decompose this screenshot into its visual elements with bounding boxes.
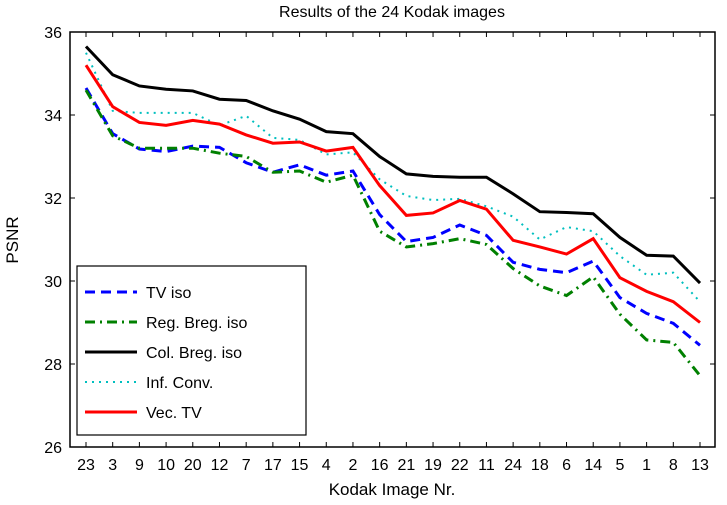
x-tick-label: 11 [478,457,495,474]
x-tick-label: 22 [451,457,469,474]
y-tick-label: 32 [44,191,62,208]
x-tick-label: 7 [242,457,251,474]
x-tick-label: 16 [371,457,389,474]
x-tick-label: 3 [108,457,117,474]
series-line-2 [84,45,702,285]
y-tick-label: 28 [44,357,62,374]
chart-title: Results of the 24 Kodak images [279,4,505,21]
y-tick-label: 36 [44,25,62,42]
x-tick-label: 2 [349,457,358,474]
x-tick-label: 24 [504,457,522,474]
x-tick-label: 19 [424,457,442,474]
series-line-1 [84,89,702,377]
x-tick-label: 6 [562,457,571,474]
x-tick-label: 8 [669,457,678,474]
x-tick-label: 12 [211,457,229,474]
y-axis-label: PSNR [3,216,22,263]
legend-label: Inf. Conv. [146,375,213,392]
x-tick-label: 21 [397,457,415,474]
x-tick-label: 4 [322,457,331,474]
x-tick-label: 9 [135,457,144,474]
legend-label: Vec. TV [146,405,202,422]
x-tick-label: 1 [642,457,651,474]
x-tick-label: 14 [584,457,602,474]
legend: TV iso Reg. Breg. iso Col. Breg. iso Inf. C… [76,265,307,436]
x-tick-label: 20 [184,457,202,474]
series-line-0 [84,87,701,347]
x-tick-label: 17 [264,457,282,474]
legend-label: Reg. Breg. iso [146,315,247,332]
x-tick-label: 13 [691,457,709,474]
legend-label: TV iso [146,285,191,302]
x-tick-label: 5 [615,457,624,474]
y-tick-label: 34 [44,108,62,125]
y-tick-label: 26 [44,440,62,457]
x-tick-label: 15 [291,457,309,474]
y-tick-label: 30 [44,274,62,291]
series-line-4 [84,64,701,324]
x-axis-label: Kodak Image Nr. [329,480,456,499]
x-tick-label: 23 [77,457,95,474]
legend-label: Col. Breg. iso [146,345,242,362]
x-tick-label: 18 [531,457,549,474]
plot-area [69,31,716,448]
x-tick-label: 10 [157,457,175,474]
